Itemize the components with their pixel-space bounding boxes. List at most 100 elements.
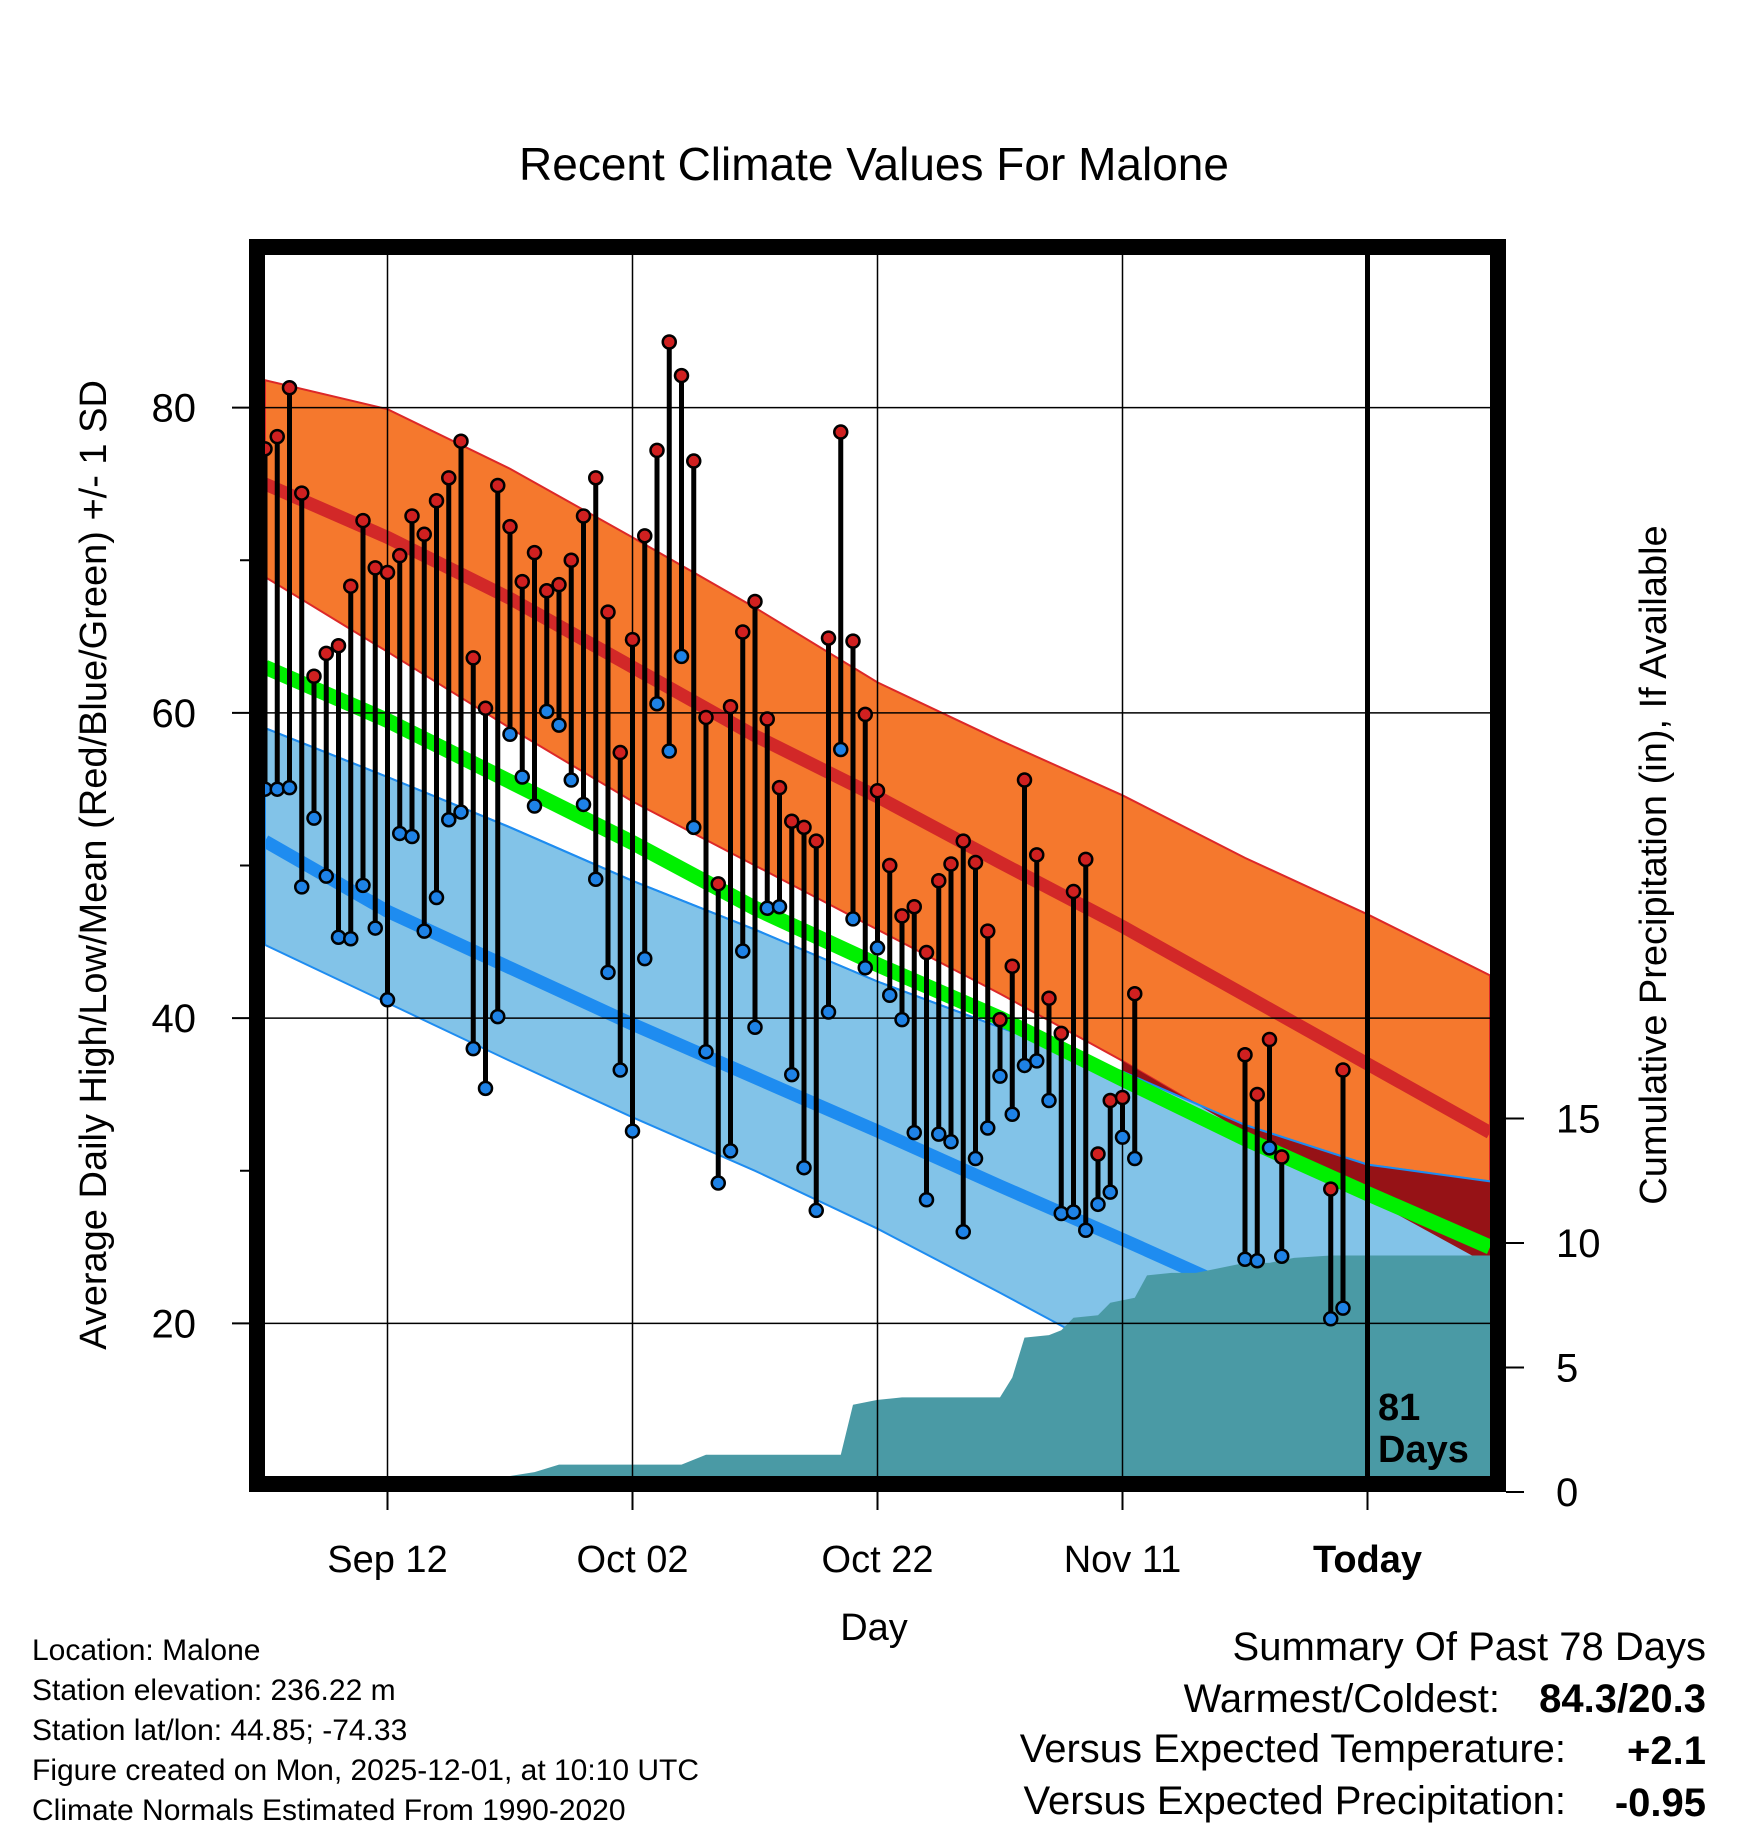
obs-low-point — [1261, 1140, 1278, 1156]
obs-high-point — [857, 706, 873, 723]
obs-low-point — [551, 717, 567, 733]
obs-high-point — [1041, 990, 1057, 1007]
obs-low-point — [575, 796, 592, 813]
obs-low-point — [343, 931, 359, 947]
obs-low-point — [869, 940, 886, 956]
obs-low-point — [686, 819, 702, 836]
y-tick-label-temp-0: 20 — [152, 1302, 197, 1346]
obs-low-point — [1102, 1184, 1118, 1200]
obs-low-point — [992, 1068, 1008, 1084]
obs-low-point — [514, 769, 530, 785]
obs-high-point — [820, 630, 837, 646]
normals-text: Climate Normals Estimated From 1990-2020 — [32, 1794, 626, 1827]
obs-high-point — [906, 898, 922, 915]
warmest-coldest-value: 84.3/20.3 — [1539, 1677, 1706, 1721]
obs-low-point — [502, 726, 518, 742]
today-days-count: 81 — [1378, 1387, 1420, 1429]
obs-low-point — [894, 1011, 910, 1028]
obs-high-point — [1274, 1149, 1290, 1165]
obs-high-point — [404, 508, 420, 524]
obs-low-point — [379, 992, 396, 1008]
obs-high-point — [379, 564, 396, 581]
obs-high-point — [343, 578, 359, 594]
latlon-text: Station lat/lon: 44.85; -74.33 — [32, 1714, 407, 1747]
created-text: Figure created on Mon, 2025-12-01, at 10… — [32, 1754, 699, 1787]
obs-high-point — [1016, 772, 1033, 788]
obs-low-point — [404, 828, 420, 845]
obs-low-point — [673, 648, 690, 665]
obs-low-point — [735, 943, 751, 959]
chart-title: Recent Climate Values For Malone — [519, 138, 1229, 190]
obs-low-point — [330, 929, 347, 945]
obs-high-point — [269, 428, 285, 445]
obs-low-point — [980, 1120, 996, 1136]
obs-high-point — [1249, 1086, 1265, 1103]
summary-heading: Summary Of Past 78 Days — [1233, 1625, 1706, 1669]
obs-high-point — [294, 485, 310, 501]
obs-low-point — [661, 743, 677, 759]
obs-low-point — [857, 960, 873, 976]
obs-low-point — [1090, 1196, 1106, 1213]
obs-high-point — [1349, 0, 1362, 7]
obs-low-point — [845, 911, 861, 927]
obs-low-point — [441, 811, 457, 828]
precip-anomaly-value: -0.95 — [1615, 1781, 1706, 1825]
obs-high-point — [980, 923, 996, 939]
obs-high-point — [845, 633, 861, 649]
obs-low-point — [588, 871, 604, 887]
obs-low-point — [281, 779, 298, 796]
elevation-text: Station elevation: 236.22 m — [32, 1674, 396, 1707]
obs-low-point — [882, 987, 898, 1003]
precipitation-area — [265, 1255, 1490, 1476]
obs-low-point — [1274, 1248, 1290, 1264]
obs-low-point — [637, 950, 653, 967]
obs-high-point — [392, 547, 408, 564]
obs-high-point — [784, 813, 800, 829]
obs-low-point — [796, 1159, 812, 1176]
obs-high-point — [943, 856, 959, 872]
precip-anomaly-label: Versus Expected Precipitation: — [1023, 1779, 1566, 1823]
obs-high-point — [453, 433, 469, 449]
obs-high-point — [612, 744, 628, 761]
obs-low-point — [1114, 1129, 1131, 1145]
obs-low-point — [526, 798, 543, 814]
obs-high-point — [428, 492, 445, 509]
x-tick-label-2: Oct 22 — [822, 1539, 934, 1581]
obs-high-point — [796, 819, 812, 836]
obs-high-point — [1102, 1092, 1118, 1109]
obs-low-point — [1249, 1253, 1265, 1269]
x-tick-label-3: Nov 11 — [1064, 1539, 1182, 1581]
obs-high-point — [918, 944, 935, 961]
obs-high-point — [441, 470, 457, 486]
obs-low-point — [722, 1143, 739, 1159]
warmest-coldest-label: Warmest/Coldest: — [1184, 1677, 1500, 1721]
obs-low-point — [649, 695, 665, 712]
obs-low-point — [428, 889, 445, 906]
obs-high-point — [637, 528, 653, 544]
obs-high-point — [808, 833, 824, 849]
obs-low-point — [918, 1191, 935, 1208]
obs-high-point — [355, 512, 371, 529]
obs-high-point — [539, 583, 555, 599]
obs-high-point — [1323, 1181, 1339, 1197]
obs-high-point — [416, 526, 432, 543]
summary-panel: Summary Of Past 78 Days Warmest/Coldest:… — [1020, 1625, 1706, 1825]
obs-high-point — [992, 1011, 1008, 1028]
obs-high-point — [318, 645, 334, 662]
y-tick-label-precip-2: 10 — [1556, 1222, 1601, 1266]
obs-high-point — [575, 508, 592, 524]
obs-high-point — [551, 576, 567, 593]
axes: Sep 12 Oct 02 Oct 22 Nov 11 Today 20 40 60 80 0 5 1… — [152, 387, 1601, 1581]
obs-low-point — [490, 1008, 506, 1025]
today-days-label: Days — [1378, 1429, 1469, 1471]
obs-low-point — [1335, 1300, 1351, 1316]
y-axis-label-left: Average Daily High/Low/Mean (Red/Blue/Gr… — [73, 380, 115, 1350]
obs-low-point — [306, 810, 322, 826]
obs-low-point — [539, 703, 555, 720]
obs-high-point — [624, 631, 641, 648]
plot-frame — [249, 239, 1506, 1492]
obs-low-point — [833, 741, 849, 758]
obs-high-point — [771, 779, 788, 796]
obs-high-point — [931, 873, 947, 889]
